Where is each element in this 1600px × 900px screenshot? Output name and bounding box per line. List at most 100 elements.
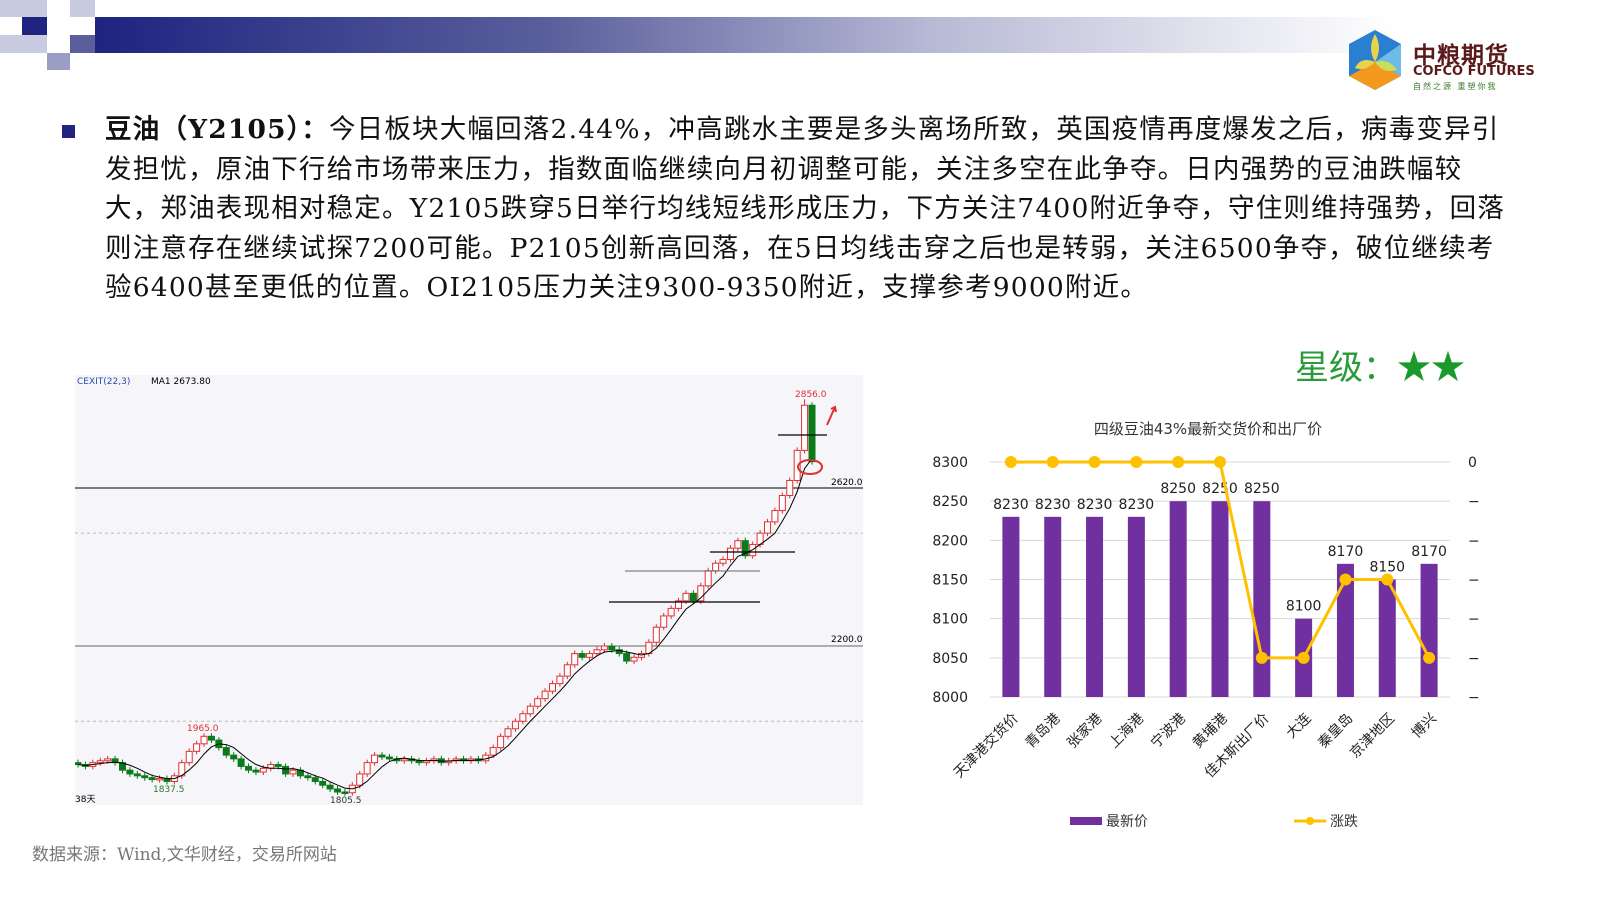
header-square — [47, 53, 70, 70]
candle — [660, 615, 668, 628]
candle — [682, 592, 690, 602]
candle — [541, 690, 549, 700]
line-marker — [1172, 456, 1185, 468]
y-tick-label: 8250 — [932, 494, 968, 510]
x-tick-label: 京津地区 — [1347, 711, 1398, 762]
candle — [504, 728, 512, 737]
y2-tick-label: −40 — [1468, 612, 1480, 628]
candle — [193, 743, 201, 752]
candle — [771, 510, 779, 523]
peak-label: 1965.0 — [187, 724, 219, 734]
high-label: 2856.0 — [795, 390, 827, 400]
y-tick-label: 8150 — [932, 573, 968, 589]
x-tick-label: 青岛港 — [1023, 711, 1064, 752]
x-tick-label: 天津港交货价 — [950, 710, 1021, 781]
candle — [667, 607, 675, 617]
bar-value-label: 8230 — [1035, 497, 1071, 513]
x-tick-label: 黄埔港 — [1189, 710, 1231, 752]
x-tick-label: 上海港 — [1106, 711, 1147, 752]
up-arrow-icon — [826, 405, 837, 426]
candle — [237, 758, 245, 767]
candle — [571, 653, 579, 666]
candle — [274, 764, 282, 767]
candle — [96, 760, 104, 764]
candle — [415, 760, 423, 764]
x-tick-label: 博兴 — [1408, 710, 1440, 742]
bar-value-label: 8230 — [993, 497, 1029, 513]
commentary-body: 今日板块大幅回落2.44%，冲高跳水主要是多头离场所致，英国疫情再度爆发之后，病… — [105, 114, 1506, 303]
candle — [126, 769, 134, 775]
candle — [675, 600, 683, 609]
header-square — [22, 17, 47, 35]
candle — [207, 735, 215, 741]
line-marker — [1046, 456, 1059, 468]
candle — [623, 653, 631, 662]
candle — [245, 765, 253, 771]
y2-tick-label: −50 — [1468, 651, 1480, 667]
candle — [259, 767, 267, 773]
candle — [652, 626, 660, 643]
candle — [511, 720, 519, 730]
candle — [586, 653, 594, 658]
rating: 星级：★★ — [1295, 340, 1465, 389]
candle — [200, 735, 208, 745]
candle — [185, 750, 193, 764]
bar — [1336, 563, 1354, 697]
bullet-icon — [62, 125, 75, 138]
header-square — [0, 0, 47, 17]
candle — [704, 570, 712, 587]
bar — [1002, 516, 1020, 697]
y2-tick-label: 0 — [1468, 455, 1477, 471]
chart-title: 四级豆油43%最新交货价和出厂价 — [1094, 420, 1322, 438]
y2-tick-label: −60 — [1468, 690, 1480, 706]
y-tick-label: 8000 — [932, 690, 968, 706]
candle — [133, 773, 141, 777]
indicator-label[interactable]: CEXIT(22,3) — [77, 377, 130, 387]
bar — [1378, 579, 1396, 697]
line-marker — [1214, 456, 1226, 468]
y2-tick-label: −30 — [1468, 573, 1480, 589]
x-tick-label: 大连 — [1283, 711, 1314, 742]
candle — [578, 653, 586, 658]
candle — [726, 547, 734, 560]
line-marker — [1423, 651, 1436, 664]
candle — [793, 449, 801, 481]
line-marker — [1004, 456, 1017, 468]
candle — [549, 683, 557, 692]
candle — [608, 645, 616, 651]
bar — [1211, 501, 1229, 697]
bar — [1420, 563, 1438, 697]
candle — [230, 754, 238, 760]
candle — [356, 773, 364, 786]
level-label: 2200.0 — [831, 635, 863, 645]
bar-value-label: 8250 — [1202, 481, 1238, 497]
candle — [778, 495, 786, 512]
candle — [593, 649, 601, 655]
candle — [282, 765, 290, 775]
candle — [156, 777, 164, 781]
bar — [1086, 516, 1104, 697]
bar-value-label: 8250 — [1160, 481, 1196, 497]
cofco-logo: 中粮期货 COFCO FUTURES 自然之源 重塑你我 — [1345, 28, 1545, 98]
bar — [1044, 516, 1062, 697]
line-marker — [1381, 573, 1394, 586]
commentary-lead: 豆油（Y2105）： — [105, 114, 329, 145]
candle — [141, 775, 149, 779]
bar-value-label: 8230 — [1077, 497, 1113, 513]
bar-value-label: 8150 — [1369, 560, 1405, 576]
header-square — [70, 35, 95, 53]
period-label: 38天 — [75, 795, 95, 805]
y2-tick-label: −10 — [1468, 494, 1480, 510]
bar-value-label: 8100 — [1286, 599, 1322, 615]
candle — [385, 756, 393, 760]
legend-marker — [1306, 817, 1314, 825]
candle — [148, 777, 156, 781]
chart-background — [75, 375, 863, 805]
candle — [519, 713, 527, 722]
candle — [497, 735, 505, 749]
candle — [489, 747, 497, 756]
bar-value-label: 8230 — [1119, 497, 1155, 513]
bar-value-label: 8250 — [1244, 481, 1280, 497]
line-marker — [1339, 573, 1352, 586]
candle — [712, 562, 720, 572]
